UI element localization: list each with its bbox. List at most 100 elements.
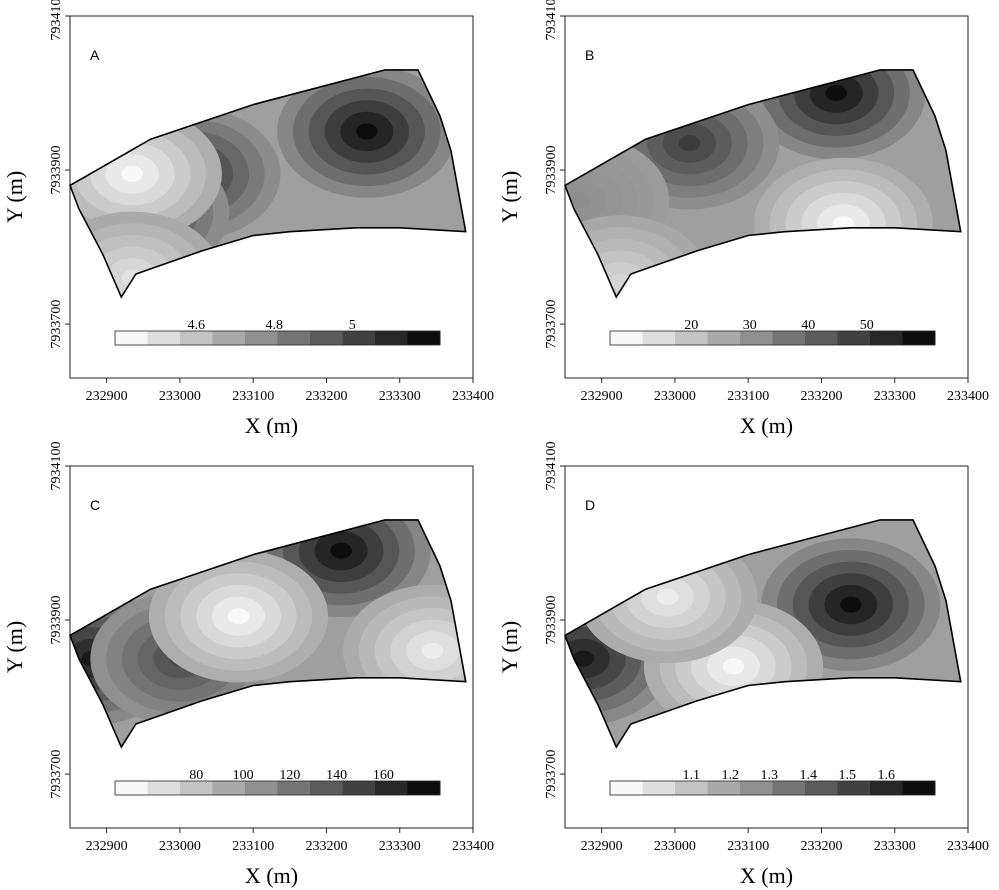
legend-swatch (772, 331, 806, 345)
y-tick-label: 7933700 (49, 750, 64, 799)
legend-label: 120 (279, 768, 300, 783)
x-axis-title: X (m) (740, 413, 793, 438)
x-tick-label: 233000 (159, 839, 201, 854)
y-axis-title: Y (m) (497, 171, 522, 223)
y-tick-label: 7933700 (544, 300, 559, 349)
legend-label: 1.4 (800, 768, 818, 783)
x-tick-label: 233300 (379, 389, 421, 404)
legend-label: 20 (684, 318, 698, 333)
x-tick-label: 233200 (801, 839, 843, 854)
legend-swatch (902, 331, 936, 345)
x-tick-label: 233200 (306, 389, 348, 404)
legend-swatch (675, 781, 708, 795)
x-tick-label: 233000 (654, 839, 696, 854)
x-tick-label: 233000 (159, 389, 201, 404)
legend-label: 50 (860, 318, 874, 333)
y-axis-title: Y (m) (497, 621, 522, 673)
legend-swatch (212, 781, 246, 795)
y-tick-label: 7933700 (544, 750, 559, 799)
legend-swatch (180, 331, 213, 345)
legend-label: 1.1 (683, 768, 701, 783)
legend-swatch (212, 331, 246, 345)
legend-swatch (610, 781, 643, 795)
panel-letter: C (90, 497, 100, 513)
legend-swatch (707, 331, 741, 345)
contour-band (722, 658, 745, 675)
contour-band (568, 192, 591, 209)
field-boundary (564, 519, 962, 749)
panel-letter: D (585, 497, 595, 513)
legend-label: 40 (801, 318, 815, 333)
x-tick-label: 233000 (654, 389, 696, 404)
panel-letter: B (585, 47, 594, 63)
y-tick-label: 7933900 (49, 596, 64, 645)
x-tick-label: 233400 (947, 389, 989, 404)
x-tick-label: 233100 (727, 389, 769, 404)
legend-frame (114, 330, 441, 346)
legend-swatch (180, 781, 213, 795)
x-tick-label: 233400 (947, 839, 989, 854)
map-panel-d: D 1.1 1.2 1.3 1.4 1.5 1.6 232900 233000 233100 233… (497, 442, 989, 889)
legend-swatch (707, 781, 741, 795)
legend-frame (609, 780, 936, 796)
legend-label: 30 (743, 318, 757, 333)
map-panel-c: C 80 100 120 140 160 232900 233000 233100 233200 2… (2, 442, 494, 889)
legend-label: 1.2 (722, 768, 740, 783)
contour-band (121, 165, 144, 182)
contour-band (656, 588, 679, 605)
x-tick-label: 233200 (306, 839, 348, 854)
legend-label: 1.3 (761, 768, 779, 783)
legend-swatch (642, 331, 676, 345)
legend-swatch (342, 781, 376, 795)
color-legend: 80 100 120 140 160 (114, 768, 441, 796)
contour-band (572, 650, 595, 667)
y-tick-label: 7933700 (49, 300, 64, 349)
field-surface (70, 519, 466, 748)
field-surface (565, 519, 961, 748)
legend-swatch (115, 331, 148, 345)
legend-swatch (740, 331, 773, 345)
map-panel-b: B 20 30 40 50 232900 233000 233100 233200 233300 2… (497, 0, 989, 438)
legend-label: 4.6 (188, 318, 206, 333)
x-tick-label: 233100 (232, 389, 274, 404)
legend-swatch (675, 331, 708, 345)
x-tick-label: 233100 (232, 839, 274, 854)
y-tick-label: 7933900 (49, 146, 64, 195)
legend-swatch (310, 331, 343, 345)
legend-swatch (310, 781, 343, 795)
legend-label: 4.8 (266, 318, 284, 333)
x-tick-label: 233100 (727, 839, 769, 854)
x-tick-label: 232900 (86, 389, 128, 404)
legend-swatch (375, 331, 408, 345)
contour-band (227, 608, 250, 625)
legend-swatch (610, 331, 643, 345)
x-tick-label: 232900 (86, 839, 128, 854)
legend-swatch (342, 331, 376, 345)
x-tick-label: 233300 (874, 389, 916, 404)
y-axis-title: Y (m) (2, 171, 27, 223)
legend-swatch (407, 781, 441, 795)
legend-swatch (805, 331, 838, 345)
legend-swatch (147, 331, 181, 345)
legend-swatch (870, 781, 903, 795)
legend-swatch (805, 781, 838, 795)
legend-label: 5 (349, 318, 356, 333)
legend-swatch (642, 781, 676, 795)
legend-swatch (902, 781, 936, 795)
contour-band (421, 642, 444, 659)
legend-swatch (245, 781, 278, 795)
field-boundary (564, 69, 962, 299)
x-axis-title: X (m) (740, 863, 793, 888)
legend-label: 160 (373, 768, 394, 783)
contour-band (678, 135, 701, 152)
x-axis-title: X (m) (245, 413, 298, 438)
contour-band (840, 596, 862, 613)
legend-label: 80 (189, 768, 203, 783)
legend-swatch (277, 331, 311, 345)
legend-swatch (375, 781, 408, 795)
field-boundary (69, 519, 467, 749)
legend-swatch (147, 781, 181, 795)
y-tick-label: 7933900 (544, 146, 559, 195)
y-tick-label: 7934100 (544, 0, 559, 41)
